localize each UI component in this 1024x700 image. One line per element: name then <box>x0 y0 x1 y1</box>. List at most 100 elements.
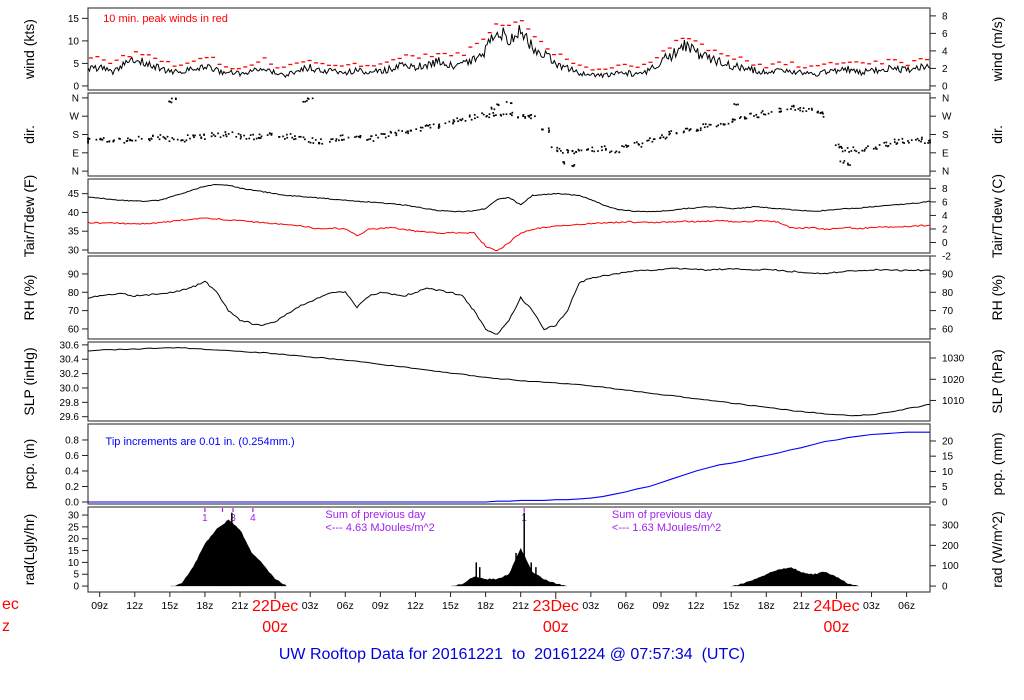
rh-percent-trace <box>87 267 931 335</box>
y-tick-label: 4 <box>942 211 948 222</box>
y-tick-label: 15 <box>68 14 80 25</box>
y-tick-label: 30 <box>68 245 80 256</box>
wind-direction-deg-dots <box>87 97 931 168</box>
tair-f-trace <box>87 183 931 213</box>
panel-border <box>87 341 931 422</box>
date-label: 22Dec <box>252 598 298 615</box>
y-tick-label: 0 <box>942 238 948 249</box>
tdew-f-trace <box>87 217 931 251</box>
rad-ly-hr-area <box>88 519 930 587</box>
axis-label-right: dir. <box>989 125 1005 144</box>
panel-border <box>87 423 931 505</box>
y-tick-label: -2 <box>942 252 951 263</box>
y-tick-label: 5 <box>942 482 948 493</box>
y-tick-label: 30.6 <box>60 340 80 351</box>
y-tick-label: 29.6 <box>60 412 80 423</box>
x-tick-label: 21z <box>232 600 249 612</box>
panel-annotation: 10 min. peak winds in red <box>103 13 228 25</box>
y-tick-label: 30 <box>68 511 80 522</box>
x-tick-label: 12z <box>688 600 705 612</box>
y-tick-label: 20 <box>68 534 80 545</box>
x-tick-label: 06z <box>898 600 915 612</box>
y-tick-label: S <box>942 130 949 141</box>
y-tick-label: N <box>942 167 949 178</box>
y-tick-label: W <box>942 112 952 123</box>
panel-annotation: Sum of previous day <box>325 509 426 521</box>
axis-label-left: rad(Lgly/hr) <box>21 514 37 586</box>
axis-label-right: wind (m/s) <box>989 17 1005 83</box>
purple-marker-label: 1 <box>202 513 208 524</box>
wind-peak-10min-kts-marks <box>88 20 930 71</box>
y-tick-label: 2 <box>942 64 948 75</box>
date-sub-label: 00z <box>262 619 288 636</box>
x-tick-label: 18z <box>196 600 213 612</box>
y-tick-label: 70 <box>942 306 954 317</box>
y-tick-label: 100 <box>942 561 959 572</box>
y-tick-label: S <box>72 130 79 141</box>
y-tick-label: 90 <box>942 269 954 280</box>
y-tick-label: E <box>72 148 79 159</box>
date-sub-label: 00z <box>543 619 569 636</box>
y-tick-label: 60 <box>68 324 80 335</box>
axis-label-left: RH (%) <box>21 275 37 321</box>
x-tick-label: 06z <box>337 600 354 612</box>
x-tick-label: 12z <box>126 600 143 612</box>
y-tick-label: 0 <box>73 582 79 593</box>
x-tick-label: 09z <box>653 600 670 612</box>
panel-slp: 29.6 29.8 30.0 30.2 30.4 30.6 1010 1020 1030 SLP … <box>21 340 1005 423</box>
x-tick-label: 15z <box>442 600 459 612</box>
y-tick-label: 5 <box>73 59 79 70</box>
wind-mean-kts-trace <box>87 24 931 79</box>
y-tick-label: 45 <box>68 189 80 200</box>
y-tick-label: 0 <box>73 81 79 92</box>
y-tick-label: 0.8 <box>65 435 79 446</box>
panel-border <box>87 506 931 593</box>
panel-annotation: <--- 1.63 MJoules/m^2 <box>612 522 721 534</box>
axis-label-right: Tair/Tdew (C) <box>989 174 1005 258</box>
purple-marker-label: 4 <box>250 513 256 524</box>
date-sub-label: 00z <box>824 619 850 636</box>
x-tick-label: 09z <box>372 600 389 612</box>
x-tick-label: 21z <box>512 600 529 612</box>
y-tick-label: 1020 <box>942 375 965 386</box>
y-tick-label: 0.4 <box>65 466 79 477</box>
clipped-date-sub-label: z <box>2 618 10 635</box>
y-tick-label: 70 <box>68 306 80 317</box>
y-tick-label: 30.2 <box>60 369 80 380</box>
x-axis: 09z 12z 15z 18z 21z 03z 06z 09z 12z 15z 18z 21z 03z 0… <box>91 592 915 636</box>
panel-border <box>87 7 931 91</box>
y-tick-label: 30.0 <box>60 383 80 394</box>
date-label: 23Dec <box>533 598 579 615</box>
y-tick-label: 0 <box>942 81 948 92</box>
y-tick-label: 35 <box>68 227 80 238</box>
y-tick-label: 0.0 <box>65 497 79 508</box>
x-tick-label: 12z <box>407 600 424 612</box>
purple-marker-label: 3 <box>230 513 236 524</box>
x-tick-label: 15z <box>723 600 740 612</box>
panel-border <box>87 255 931 340</box>
y-tick-label: 200 <box>942 541 959 552</box>
y-tick-label: W <box>70 112 80 123</box>
axis-label-left: SLP (inHg) <box>21 347 37 415</box>
y-tick-label: 5 <box>73 570 79 581</box>
panel-rh: 60 70 80 90 60 70 80 90 RH (%) RH (%) <box>21 255 1005 340</box>
panel-annotation: Sum of previous day <box>612 509 713 521</box>
y-tick-label: 0.2 <box>65 482 79 493</box>
y-tick-label: 60 <box>942 324 954 335</box>
y-tick-label: 8 <box>942 11 948 22</box>
axis-label-left: wind (kts) <box>21 19 37 80</box>
panel-annotation: Tip increments are 0.01 in. (0.254mm.) <box>106 436 295 448</box>
panel-temp: 30 35 40 45 -2 0 2 4 6 8 Tair/Tdew (F) Tair/Tdew (C… <box>21 174 1005 263</box>
y-tick-label: 8 <box>942 184 948 195</box>
y-tick-label: 80 <box>942 288 954 299</box>
x-tick-label: 18z <box>477 600 494 612</box>
y-tick-label: 15 <box>942 452 954 463</box>
axis-label-left: Tair/Tdew (F) <box>21 175 37 257</box>
y-tick-label: 6 <box>942 197 948 208</box>
y-tick-label: 0.6 <box>65 451 79 462</box>
y-tick-label: 1030 <box>942 354 965 365</box>
slp-inhg-trace <box>87 346 931 417</box>
x-tick-label: 03z <box>582 600 599 612</box>
y-tick-label: 20 <box>942 436 954 447</box>
